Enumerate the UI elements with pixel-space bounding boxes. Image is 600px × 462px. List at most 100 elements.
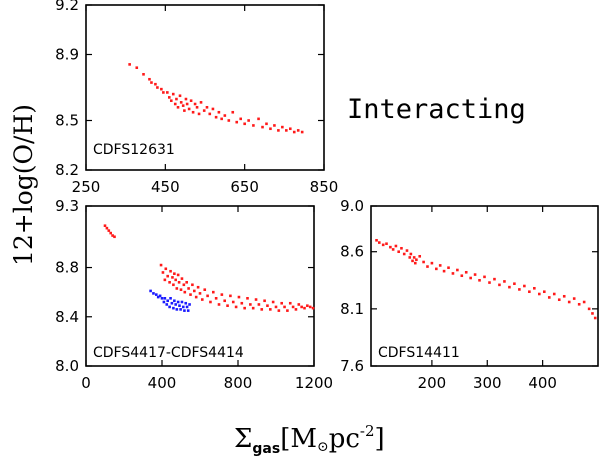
data-point — [202, 109, 206, 112]
data-point — [178, 304, 181, 307]
data-point — [156, 295, 160, 299]
data-point — [162, 300, 166, 304]
data-point — [311, 306, 315, 310]
data-point — [240, 301, 244, 305]
data-point — [263, 299, 266, 303]
data-point — [503, 280, 506, 283]
data-point — [292, 130, 296, 134]
data-point — [297, 303, 301, 306]
data-point — [160, 87, 163, 91]
data-point — [405, 249, 409, 252]
data-point — [249, 303, 252, 306]
x-label-close: ] — [375, 424, 385, 454]
data-point — [183, 109, 186, 112]
data-point — [246, 297, 249, 300]
data-point — [193, 289, 196, 293]
data-point — [188, 303, 191, 306]
data-point — [170, 301, 174, 305]
points-group — [103, 224, 315, 312]
y-tick-label: 8.1 — [340, 300, 364, 318]
data-point — [194, 295, 198, 299]
data-point — [593, 316, 597, 320]
data-point — [187, 107, 191, 111]
data-point — [375, 238, 378, 242]
data-point — [400, 246, 403, 250]
data-point — [159, 263, 163, 267]
tick-group: 200 300 400 7.6 8.1 8.6 9.0 — [340, 197, 598, 392]
data-point — [185, 305, 189, 309]
panel-cdfs12631: 250 450 650 850 8.2 8.5 8.9 9.2 CDFS12631 — [55, 0, 338, 196]
y-tick-label: 8.4 — [55, 308, 79, 326]
data-point — [261, 125, 264, 129]
x-tick-label: 650 — [230, 178, 259, 196]
data-point — [562, 294, 566, 298]
data-point — [391, 248, 395, 251]
data-point — [447, 266, 450, 270]
data-point — [142, 73, 145, 76]
y-tick-label: 9.3 — [55, 197, 79, 215]
data-point — [572, 297, 576, 300]
data-point — [235, 120, 239, 124]
data-point — [195, 106, 199, 109]
data-point — [508, 285, 511, 289]
y-tick-label: 8.0 — [55, 357, 79, 375]
data-point — [415, 258, 418, 262]
data-point — [513, 282, 516, 286]
data-point — [308, 305, 312, 309]
data-point — [166, 299, 169, 303]
data-point — [456, 268, 459, 272]
data-point — [591, 312, 594, 315]
data-point — [266, 304, 269, 307]
plot-frame — [85, 4, 325, 171]
data-point — [169, 297, 172, 300]
data-point — [385, 242, 388, 246]
y-tick-label: 7.6 — [340, 357, 364, 375]
data-point — [177, 281, 181, 284]
data-point — [172, 283, 175, 287]
data-point — [438, 264, 442, 267]
data-point — [422, 260, 425, 264]
y-tick-label: 8.8 — [55, 259, 79, 277]
tick-group: 0 400 800 1200 8.0 8.4 8.8 9.3 — [55, 197, 333, 392]
panel-cdfs14411: 200 300 400 7.6 8.1 8.6 9.0 CDFS14411 — [340, 197, 599, 392]
data-point — [163, 278, 167, 282]
data-point — [175, 287, 179, 290]
x-axis-label: Σgas[M⊙pc-2] — [234, 422, 385, 457]
data-point — [197, 112, 201, 116]
data-point — [229, 294, 232, 298]
data-point — [269, 127, 272, 131]
data-point — [412, 256, 416, 259]
data-point — [179, 308, 182, 311]
data-point — [402, 252, 406, 256]
data-point — [214, 115, 218, 119]
data-point — [174, 303, 177, 306]
data-point — [300, 305, 303, 309]
data-point — [303, 306, 306, 310]
data-point — [587, 307, 591, 311]
data-point — [176, 106, 180, 109]
data-point — [191, 110, 195, 114]
data-point — [185, 102, 189, 106]
data-point — [577, 302, 581, 306]
data-point — [169, 269, 172, 273]
data-point — [488, 281, 491, 284]
data-point — [217, 303, 221, 306]
y-tick-label: 8.9 — [55, 46, 79, 64]
data-point — [217, 110, 221, 114]
panel-label: CDFS12631 — [93, 142, 175, 158]
data-point — [389, 245, 392, 249]
data-point — [148, 77, 151, 81]
data-point — [582, 300, 586, 304]
data-point — [234, 305, 238, 309]
data-point — [243, 306, 246, 310]
data-point — [152, 292, 155, 295]
data-point — [435, 267, 438, 271]
data-point — [483, 275, 486, 279]
data-point — [223, 114, 227, 117]
data-point — [184, 97, 188, 101]
data-point — [168, 96, 171, 99]
data-point — [154, 82, 157, 86]
points-group — [128, 63, 304, 134]
data-point — [411, 259, 414, 263]
data-point — [523, 284, 526, 288]
